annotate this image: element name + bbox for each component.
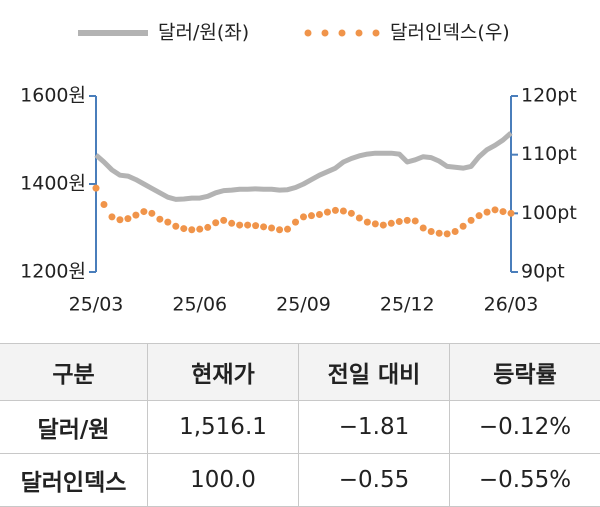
data-point xyxy=(500,208,507,215)
data-point xyxy=(380,222,387,229)
data-point xyxy=(412,217,419,224)
cell: 1,516.1 xyxy=(148,401,299,454)
data-point xyxy=(372,220,379,227)
legend-marker xyxy=(305,30,312,37)
data-point xyxy=(196,226,203,233)
row: 달러/원 1,516.1 −1.81 −0.12% xyxy=(0,401,600,454)
y2-tick-label: 90pt xyxy=(521,261,565,283)
data-point xyxy=(332,207,339,214)
data-point xyxy=(404,217,411,224)
data-point xyxy=(164,219,171,226)
data-point xyxy=(396,218,403,225)
data-point xyxy=(340,207,347,214)
y2-tick-label: 110pt xyxy=(521,143,577,165)
cell: 달러인덱스 xyxy=(0,454,148,507)
data-point xyxy=(172,223,179,230)
quote-table: 구분 현재가 전일 대비 등락률 달러/원 1,516.1 −1.81 −0.1… xyxy=(0,343,600,507)
header-row: 구분 현재가 전일 대비 등락률 xyxy=(0,344,600,401)
x-tick-label: 25/06 xyxy=(172,294,227,316)
data-point xyxy=(100,201,107,208)
data-point xyxy=(388,220,395,227)
data-point xyxy=(276,226,283,233)
data-point xyxy=(188,226,195,233)
data-point xyxy=(484,209,491,216)
data-point xyxy=(508,210,515,217)
data-point xyxy=(348,210,355,217)
data-point xyxy=(252,222,259,229)
data-point xyxy=(300,213,307,220)
data-point xyxy=(308,212,315,219)
legend-marker xyxy=(339,30,346,37)
data-point xyxy=(140,208,147,215)
data-point xyxy=(132,212,139,219)
legend-marker xyxy=(373,30,380,37)
cell: 100.0 xyxy=(148,454,299,507)
data-point xyxy=(124,215,131,222)
data-point xyxy=(212,219,219,226)
header-cell: 전일 대비 xyxy=(299,344,450,401)
data-point xyxy=(452,228,459,235)
data-point xyxy=(468,217,475,224)
y-tick-label: 1600원 xyxy=(20,85,86,107)
x-tick-label: 25/03 xyxy=(69,294,124,316)
data-point xyxy=(460,223,467,230)
data-point xyxy=(324,209,331,216)
data-line xyxy=(96,133,511,199)
legend-marker xyxy=(322,30,329,37)
legend-label: 달러/원(좌) xyxy=(158,22,249,44)
chart: 1200원 1400원 1600원 90pt 100pt 110pt 120pt 25/03 2… xyxy=(0,0,600,335)
cell: −1.81 xyxy=(299,401,450,454)
cell: −0.12% xyxy=(450,401,600,454)
x-tick-label: 25/12 xyxy=(380,294,435,316)
data-point xyxy=(228,220,235,227)
cell: 달러/원 xyxy=(0,401,148,454)
data-point xyxy=(284,226,291,233)
data-point xyxy=(420,225,427,232)
data-point xyxy=(444,230,451,237)
data-point xyxy=(492,206,499,213)
data-point xyxy=(268,225,275,232)
x-tick-label: 26/03 xyxy=(484,294,539,316)
row: 달러인덱스 100.0 −0.55 −0.55% xyxy=(0,454,600,507)
data-point xyxy=(260,223,267,230)
data-point xyxy=(156,216,163,223)
cell: −0.55 xyxy=(299,454,450,507)
x-tick-label: 25/09 xyxy=(276,294,331,316)
y-tick-label: 1400원 xyxy=(20,173,86,195)
header-cell: 현재가 xyxy=(148,344,299,401)
data-point xyxy=(292,219,299,226)
legend-marker xyxy=(356,30,363,37)
data-point xyxy=(436,230,443,237)
legend-label: 달러인덱스(우) xyxy=(390,22,510,44)
data-point xyxy=(108,213,115,220)
y2-tick-label: 120pt xyxy=(521,85,577,107)
data-point xyxy=(364,219,371,226)
data-point xyxy=(428,228,435,235)
y-tick-label: 1200원 xyxy=(20,261,86,283)
data-point xyxy=(476,212,483,219)
data-point xyxy=(316,211,323,218)
data-point xyxy=(116,216,123,223)
header-cell: 구분 xyxy=(0,344,148,401)
data-point xyxy=(220,217,227,224)
data-point xyxy=(356,215,363,222)
header-cell: 등락률 xyxy=(450,344,600,401)
data-point xyxy=(236,222,243,229)
y2-tick-label: 100pt xyxy=(521,202,577,224)
data-point xyxy=(148,210,155,217)
data-point xyxy=(180,225,187,232)
data-point xyxy=(244,222,251,229)
data-point xyxy=(204,224,211,231)
data-point xyxy=(93,185,100,192)
cell: −0.55% xyxy=(450,454,600,507)
